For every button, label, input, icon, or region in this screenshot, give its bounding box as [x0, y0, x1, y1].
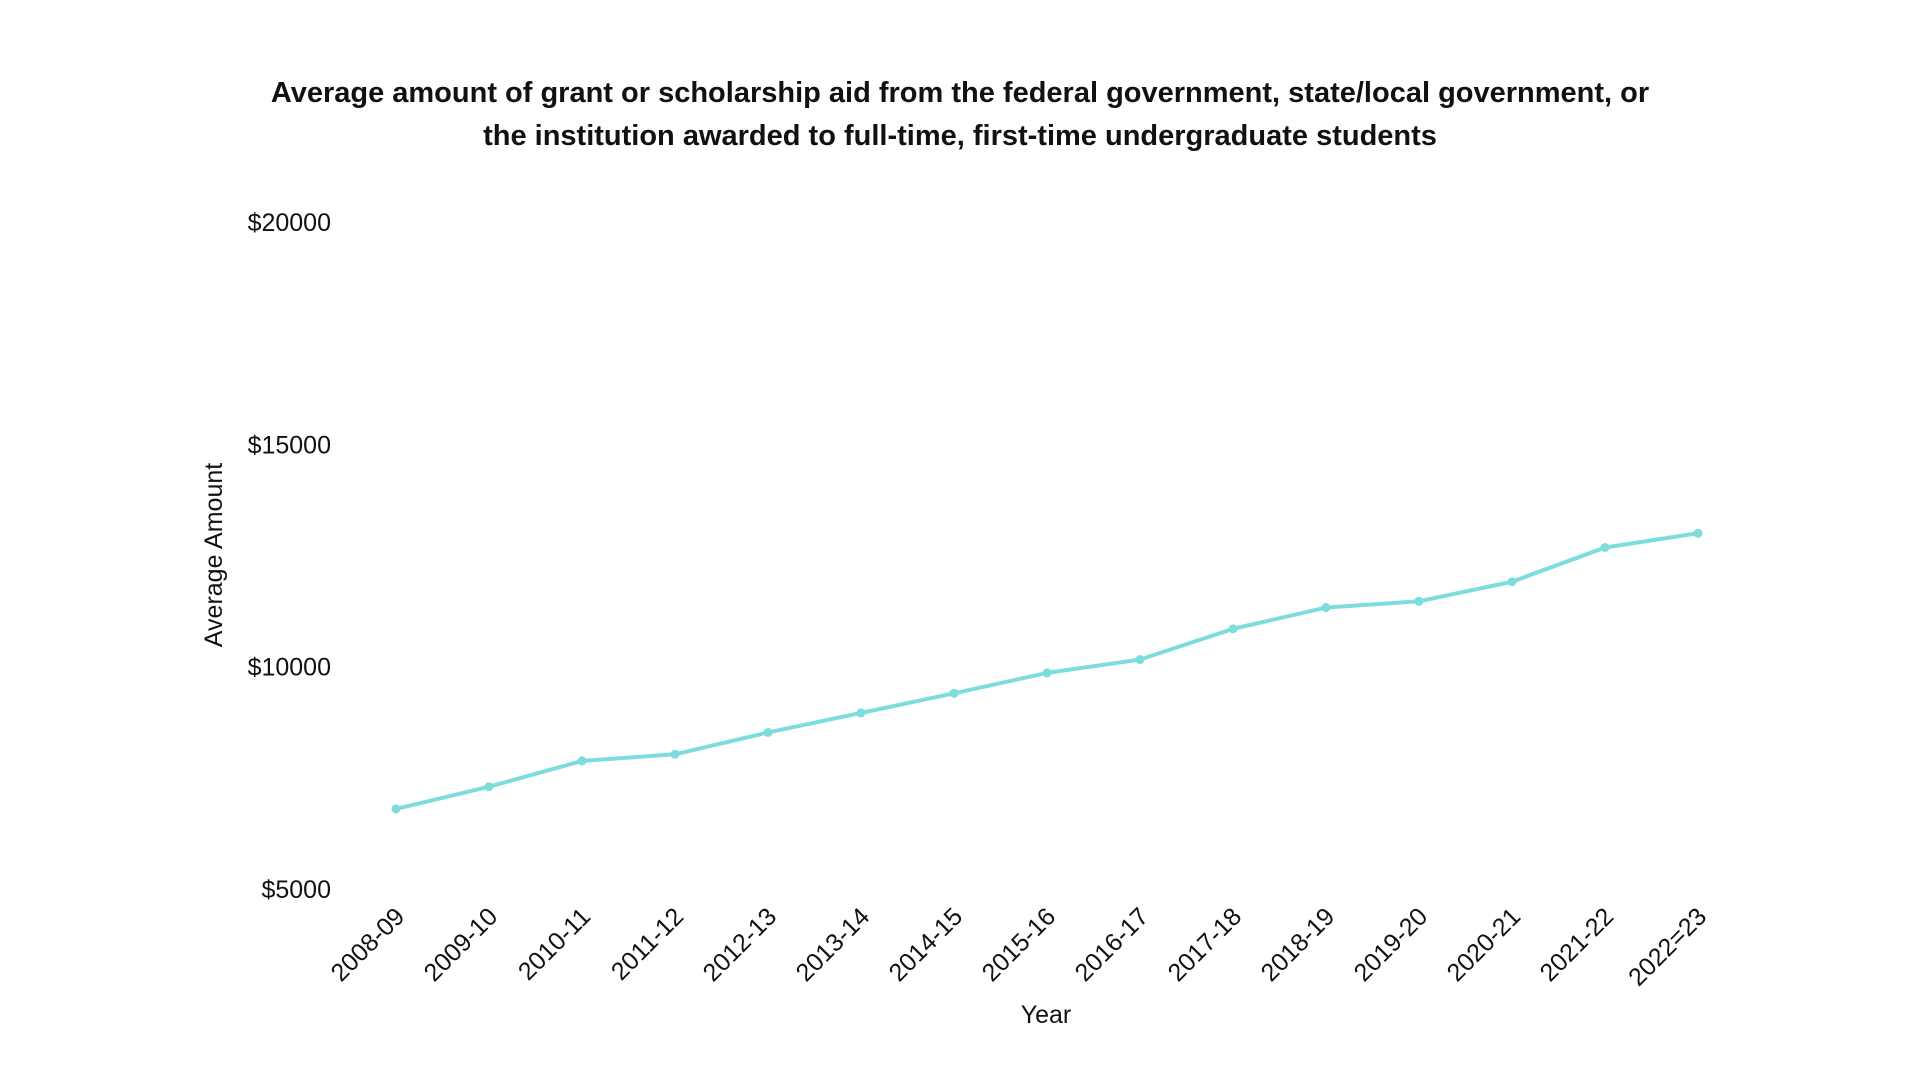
series-layer [391, 528, 1703, 814]
data-point[interactable] [1414, 596, 1424, 606]
y-tick-label: $20000 [248, 209, 331, 237]
x-tick-label: 2009-10 [419, 902, 504, 987]
x-axis-tick-labels: 2008-09 2009-10 2010-11 2011-12 2012-13 2013-… [326, 902, 1713, 991]
x-tick-label: 2017-18 [1163, 902, 1248, 987]
x-tick-label: 2018-19 [1256, 902, 1341, 987]
x-tick-label: 2012-13 [698, 902, 783, 987]
data-point[interactable] [1507, 577, 1517, 587]
data-point[interactable] [1042, 668, 1052, 678]
data-point[interactable] [391, 804, 401, 814]
data-point[interactable] [1600, 542, 1610, 552]
data-point[interactable] [1228, 624, 1238, 634]
x-tick-label: 2020-21 [1442, 902, 1527, 987]
x-tick-label: 2010-11 [513, 902, 596, 985]
data-point[interactable] [670, 749, 680, 759]
x-tick-label: 2014-15 [884, 902, 969, 987]
x-tick-label: 2019-20 [1349, 902, 1434, 987]
data-point[interactable] [949, 688, 959, 698]
x-axis-title: Year [1021, 1001, 1072, 1029]
data-point[interactable] [763, 727, 773, 737]
y-axis-title: Average Amount [200, 463, 228, 647]
x-tick-label: 2015-16 [977, 902, 1062, 987]
chart-title: Average amount of grant or scholarship a… [260, 72, 1660, 158]
data-point[interactable] [1693, 528, 1703, 538]
x-tick-label: 2008-09 [326, 902, 411, 987]
x-tick-label: 2013-14 [791, 902, 876, 987]
y-tick-label: $5000 [261, 876, 331, 904]
data-point[interactable] [1135, 655, 1145, 665]
chart-title-line-2: the institution awarded to full-time, fi… [483, 120, 1437, 152]
y-tick-label: $15000 [248, 431, 331, 459]
y-tick-label: $10000 [248, 654, 331, 682]
data-point[interactable] [856, 708, 866, 718]
data-point[interactable] [1321, 603, 1331, 613]
data-point[interactable] [577, 756, 587, 766]
x-tick-label: 2021-22 [1535, 902, 1620, 987]
data-point[interactable] [484, 782, 494, 792]
chart-title-line-1: Average amount of grant or scholarship a… [270, 77, 1650, 109]
x-tick-label: 2011-12 [606, 902, 689, 985]
y-axis-tick-labels: $5000 $10000 $15000 $20000 [248, 209, 331, 904]
x-tick-label: 2022=23 [1623, 902, 1712, 991]
x-tick-label: 2016-17 [1070, 902, 1155, 987]
